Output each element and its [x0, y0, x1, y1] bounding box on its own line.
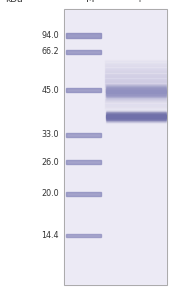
- Bar: [106, 99, 166, 100]
- Bar: [105, 77, 167, 79]
- Bar: [106, 88, 166, 89]
- Bar: [106, 119, 166, 120]
- Bar: [105, 106, 167, 107]
- Bar: [106, 112, 166, 113]
- Bar: [105, 109, 167, 110]
- Bar: [106, 90, 166, 91]
- Bar: [105, 84, 167, 85]
- Bar: [105, 87, 167, 88]
- Text: 33.0: 33.0: [42, 130, 59, 139]
- Text: +: +: [136, 0, 143, 4]
- Text: 14.4: 14.4: [42, 231, 59, 240]
- Bar: [105, 74, 167, 75]
- Bar: [106, 83, 166, 84]
- Bar: [106, 95, 166, 96]
- Bar: [66, 50, 101, 54]
- Bar: [66, 160, 101, 164]
- Bar: [105, 99, 167, 100]
- Bar: [106, 93, 166, 94]
- Bar: [105, 95, 167, 96]
- Bar: [106, 85, 166, 86]
- Bar: [105, 73, 167, 74]
- Bar: [105, 76, 167, 77]
- Bar: [106, 98, 166, 99]
- Bar: [106, 110, 166, 111]
- Bar: [105, 66, 167, 68]
- Bar: [106, 89, 166, 90]
- Bar: [105, 91, 167, 92]
- Bar: [105, 97, 167, 99]
- Text: 66.2: 66.2: [42, 47, 59, 56]
- Bar: [105, 85, 167, 86]
- Bar: [105, 64, 167, 65]
- Bar: [106, 111, 166, 112]
- Bar: [105, 100, 167, 101]
- Bar: [66, 88, 101, 92]
- Bar: [106, 97, 166, 98]
- Bar: [105, 68, 167, 69]
- Bar: [106, 92, 166, 93]
- Bar: [105, 103, 167, 105]
- Bar: [106, 115, 166, 116]
- Bar: [106, 84, 166, 85]
- Bar: [105, 80, 167, 81]
- Text: 20.0: 20.0: [42, 189, 59, 198]
- Bar: [105, 102, 167, 104]
- Bar: [106, 91, 166, 92]
- Bar: [105, 105, 167, 106]
- Bar: [64, 9, 167, 285]
- Bar: [106, 87, 166, 88]
- Bar: [66, 33, 101, 38]
- Bar: [106, 116, 166, 117]
- Bar: [64, 9, 167, 285]
- Bar: [105, 107, 167, 109]
- Bar: [105, 62, 167, 64]
- Bar: [105, 75, 167, 76]
- Bar: [106, 113, 166, 114]
- Bar: [106, 118, 166, 119]
- Bar: [66, 234, 101, 237]
- Bar: [105, 81, 167, 83]
- Bar: [105, 70, 167, 71]
- Bar: [105, 94, 167, 95]
- Text: 26.0: 26.0: [42, 158, 59, 167]
- Bar: [106, 117, 166, 118]
- Bar: [105, 90, 167, 91]
- Bar: [105, 69, 167, 70]
- Bar: [105, 86, 167, 87]
- Bar: [106, 121, 166, 122]
- Text: kDa: kDa: [5, 0, 23, 4]
- Bar: [105, 92, 167, 94]
- Bar: [105, 88, 167, 90]
- Bar: [105, 61, 167, 62]
- Bar: [106, 114, 166, 115]
- Bar: [105, 101, 167, 102]
- Bar: [106, 96, 166, 97]
- Text: M: M: [86, 0, 94, 4]
- Bar: [105, 79, 167, 80]
- Bar: [105, 60, 167, 61]
- Bar: [106, 86, 166, 87]
- Bar: [105, 71, 167, 73]
- Bar: [106, 94, 166, 95]
- Bar: [106, 122, 166, 123]
- Bar: [105, 65, 167, 66]
- Bar: [105, 96, 167, 97]
- Bar: [66, 192, 101, 196]
- Bar: [66, 133, 101, 136]
- Bar: [105, 82, 167, 84]
- Text: 94.0: 94.0: [42, 31, 59, 40]
- Bar: [106, 120, 166, 121]
- Text: 45.0: 45.0: [42, 86, 59, 95]
